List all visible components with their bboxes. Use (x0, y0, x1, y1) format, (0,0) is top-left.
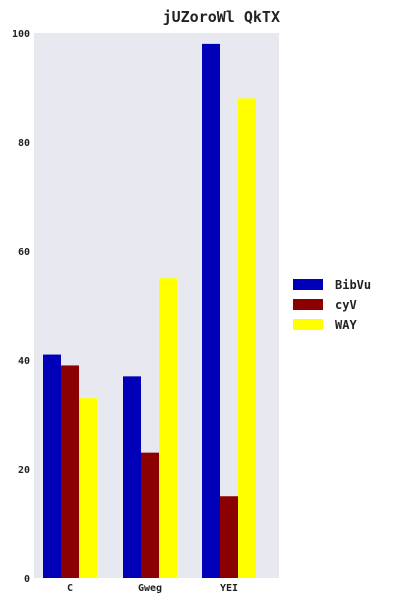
bar-cyV-C (61, 365, 79, 578)
bar-WAY-Gweg (159, 278, 177, 578)
legend-swatch (293, 279, 323, 290)
legend-label: cyV (335, 298, 357, 312)
bar-WAY-YEI (238, 98, 256, 578)
bar-cyV-YEI (220, 496, 238, 578)
x-tick-label: YEI (220, 583, 238, 594)
y-tick-label: 100 (12, 29, 30, 40)
bar-BibVu-Gweg (123, 376, 141, 578)
y-tick-label: 0 (24, 574, 30, 585)
x-tick-label: Gweg (138, 583, 162, 594)
bar-BibVu-C (43, 355, 61, 578)
y-tick-label: 20 (18, 465, 30, 476)
chart-title: jUZoroWl QkTX (163, 8, 280, 26)
legend-label: BibVu (335, 278, 371, 292)
bar-BibVu-YEI (202, 44, 220, 578)
y-tick-label: 60 (18, 247, 30, 258)
x-tick-label: C (67, 583, 73, 594)
y-tick-label: 80 (18, 138, 30, 149)
bar-WAY-C (79, 398, 97, 578)
legend: BibVu cyV WAY (293, 278, 371, 332)
bar-cyV-Gweg (141, 453, 159, 578)
legend-label: WAY (335, 318, 357, 332)
legend-swatch (293, 319, 323, 330)
legend-swatch (293, 299, 323, 310)
y-tick-label: 40 (18, 356, 30, 367)
